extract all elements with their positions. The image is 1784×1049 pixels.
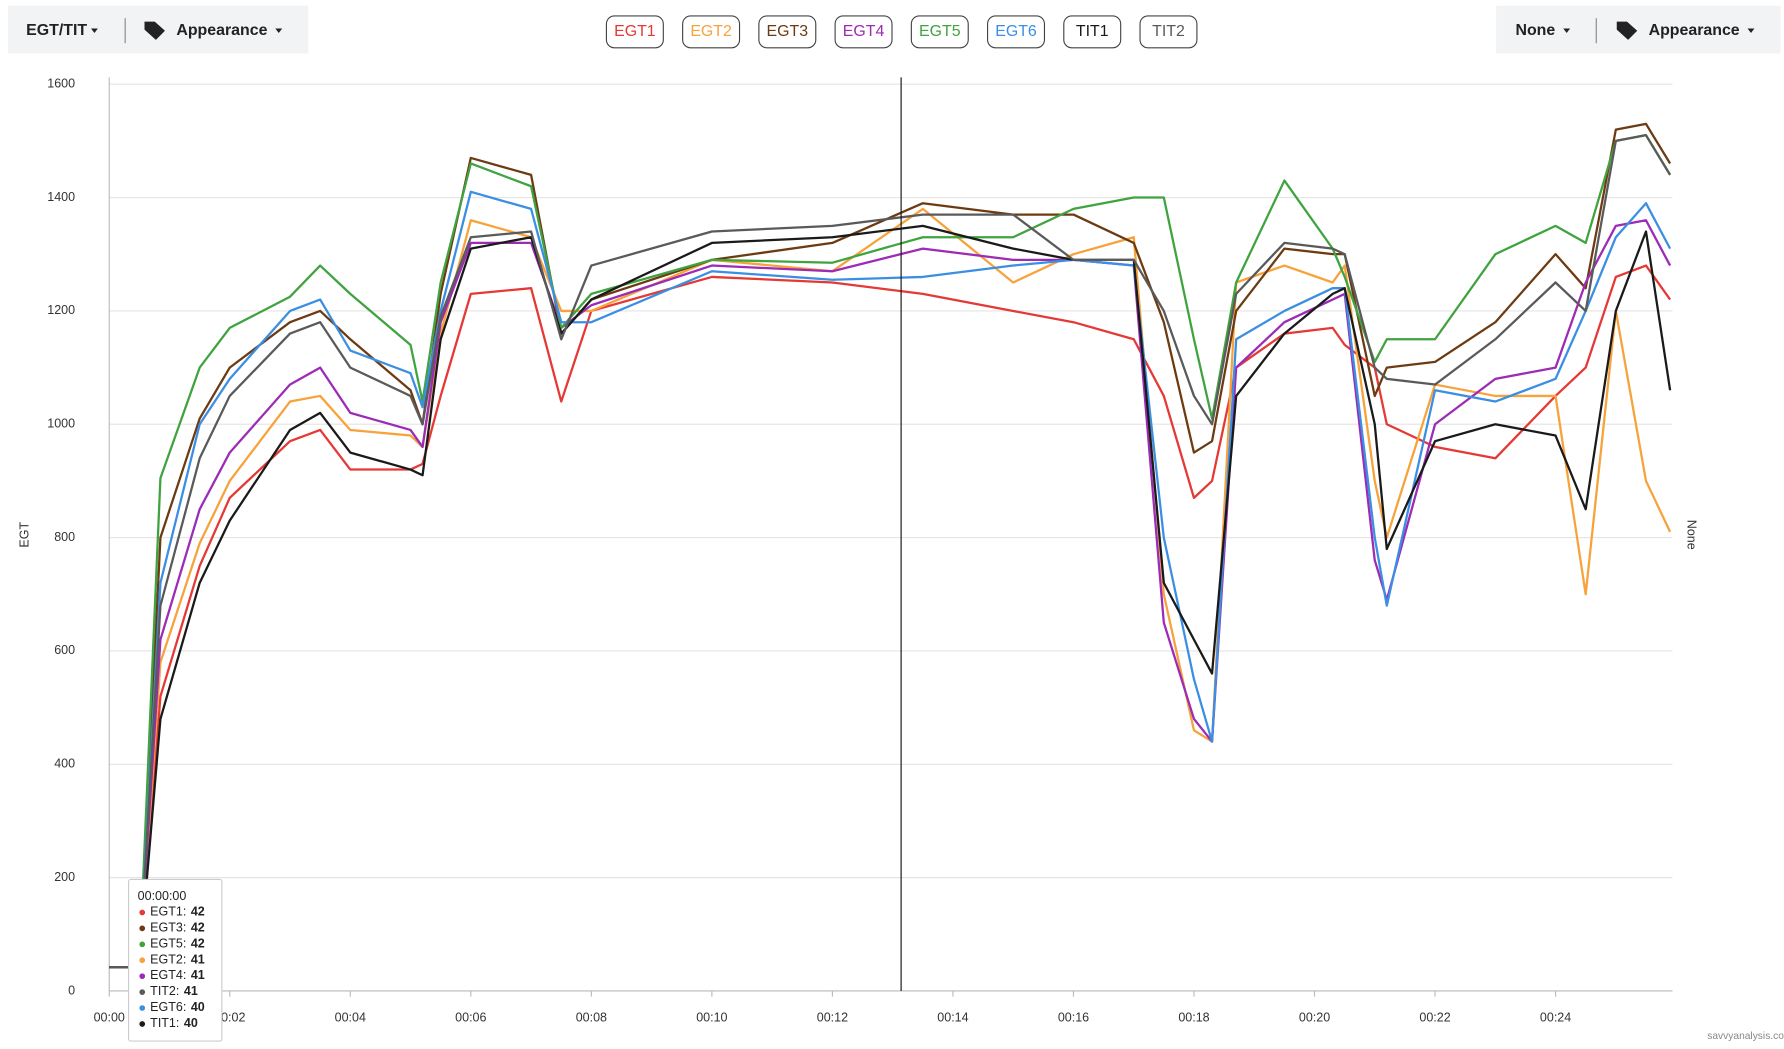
x-tick-label: 00:14 bbox=[937, 1011, 968, 1025]
caret bbox=[275, 28, 283, 33]
x-tick-label: 00:20 bbox=[1299, 1011, 1330, 1025]
series-line bbox=[109, 122, 1672, 969]
series-line bbox=[109, 224, 1672, 969]
tooltip-dot bbox=[139, 973, 146, 980]
y-axis-label: EGT bbox=[17, 522, 31, 548]
legend-button[interactable] bbox=[605, 15, 664, 49]
tooltip-label: EGT4: bbox=[150, 968, 186, 982]
x-tick-label: 00:22 bbox=[1419, 1011, 1450, 1025]
y-tick-label: 1000 bbox=[47, 417, 75, 431]
tooltip-label: EGT2: bbox=[150, 953, 186, 967]
tooltip-dot bbox=[139, 1005, 146, 1011]
tooltip-value: 42 bbox=[191, 937, 205, 951]
tooltip-label: EGT3: bbox=[150, 921, 186, 935]
y-tick-label: 200 bbox=[54, 870, 75, 884]
x-tick-label: 00:24 bbox=[1540, 1011, 1571, 1025]
tooltip-dot bbox=[139, 957, 146, 964]
tooltip-label: TIT1: bbox=[150, 1016, 179, 1030]
y2-axis-label: None bbox=[1684, 520, 1698, 550]
y-tick-label: 1600 bbox=[47, 76, 75, 90]
dropdown-button[interactable]: EGT/TIT bbox=[26, 22, 87, 39]
tooltip-row: EGT4: 41 bbox=[150, 968, 205, 982]
series-line bbox=[109, 264, 1672, 969]
series-line bbox=[109, 207, 1672, 969]
caret bbox=[1563, 28, 1571, 33]
legend-label[interactable]: EGT4 bbox=[843, 23, 885, 40]
tooltip-value: 40 bbox=[191, 1000, 205, 1014]
legend-button[interactable] bbox=[1063, 15, 1122, 49]
legend-button[interactable] bbox=[987, 15, 1046, 49]
tag-icon bbox=[1616, 21, 1638, 40]
legend-label[interactable]: EGT3 bbox=[767, 23, 809, 40]
tooltip-label: EGT5: bbox=[150, 937, 186, 951]
legend-button[interactable] bbox=[758, 15, 817, 49]
tooltip-row: EGT1: 42 bbox=[150, 905, 205, 919]
tooltip-label: EGT6: bbox=[150, 1000, 186, 1014]
x-tick-label: 00:06 bbox=[455, 1011, 486, 1025]
caret bbox=[1747, 28, 1755, 33]
series-line bbox=[109, 219, 1672, 969]
x-tick-label: 00:10 bbox=[696, 1011, 727, 1025]
series-line bbox=[109, 134, 1672, 969]
legend-label[interactable]: EGT1 bbox=[614, 23, 656, 40]
appearance-button[interactable]: Appearance bbox=[1649, 22, 1740, 39]
legend-button[interactable] bbox=[834, 15, 893, 49]
tooltip-value: 41 bbox=[184, 984, 198, 998]
tooltip-row: EGT3: 42 bbox=[150, 921, 205, 935]
tooltip-value: 41 bbox=[191, 953, 205, 967]
series-line bbox=[109, 190, 1672, 969]
tooltip-row: EGT5: 42 bbox=[150, 937, 205, 951]
legend-label[interactable]: EGT6 bbox=[995, 23, 1037, 40]
y-tick-label: 800 bbox=[54, 530, 75, 544]
dropdown-button[interactable]: None bbox=[1515, 22, 1555, 39]
series-line bbox=[109, 134, 1672, 969]
tooltip bbox=[128, 878, 223, 1042]
tooltip-row: TIT1: 40 bbox=[150, 1016, 198, 1030]
legend-label[interactable]: EGT5 bbox=[919, 23, 961, 40]
watermark: savvyanalysis.com bbox=[1707, 1031, 1784, 1042]
tooltip-dot bbox=[139, 925, 146, 932]
caret bbox=[91, 28, 98, 33]
x-tick-label: 00:04 bbox=[335, 1011, 366, 1025]
x-tick-label: 00:16 bbox=[1058, 1011, 1089, 1025]
tooltip-value: 41 bbox=[191, 968, 205, 982]
legend-label[interactable]: TIT1 bbox=[1076, 23, 1109, 40]
tooltip-dot bbox=[139, 941, 146, 948]
tooltip-title: 00:00:00 bbox=[138, 889, 187, 903]
y-tick-label: 0 bbox=[68, 983, 75, 997]
y-tick-label: 1200 bbox=[47, 303, 75, 317]
x-tick-label: 00:00 bbox=[94, 1011, 125, 1025]
y-tick-label: 1400 bbox=[47, 190, 75, 204]
legend-label[interactable]: EGT2 bbox=[690, 23, 732, 40]
tooltip-value: 40 bbox=[184, 1016, 198, 1030]
legend-button[interactable] bbox=[1139, 15, 1198, 49]
legend-button[interactable] bbox=[682, 15, 741, 49]
tooltip-value: 42 bbox=[191, 921, 205, 935]
tooltip-label: TIT2: bbox=[150, 984, 179, 998]
legend-button[interactable] bbox=[910, 15, 969, 49]
y-tick-label: 400 bbox=[54, 757, 75, 771]
legend-label[interactable]: TIT2 bbox=[1152, 23, 1185, 40]
toolbar-right bbox=[1496, 5, 1781, 54]
tooltip-dot bbox=[139, 1021, 146, 1027]
tooltip-row: EGT2: 41 bbox=[150, 953, 205, 967]
tooltip-dot bbox=[139, 989, 146, 995]
appearance-button[interactable]: Appearance bbox=[176, 22, 267, 39]
tooltip-value: 42 bbox=[191, 905, 205, 919]
tooltip-dot bbox=[139, 909, 146, 916]
tooltip-row: TIT2: 41 bbox=[150, 984, 198, 998]
tooltip-row: EGT6: 40 bbox=[150, 1000, 205, 1014]
x-tick-label: 00:18 bbox=[1178, 1011, 1209, 1025]
tooltip-label: EGT1: bbox=[150, 905, 186, 919]
y-tick-label: 600 bbox=[54, 643, 75, 657]
x-tick-label: 00:08 bbox=[576, 1011, 607, 1025]
x-tick-label: 00:12 bbox=[817, 1011, 848, 1025]
